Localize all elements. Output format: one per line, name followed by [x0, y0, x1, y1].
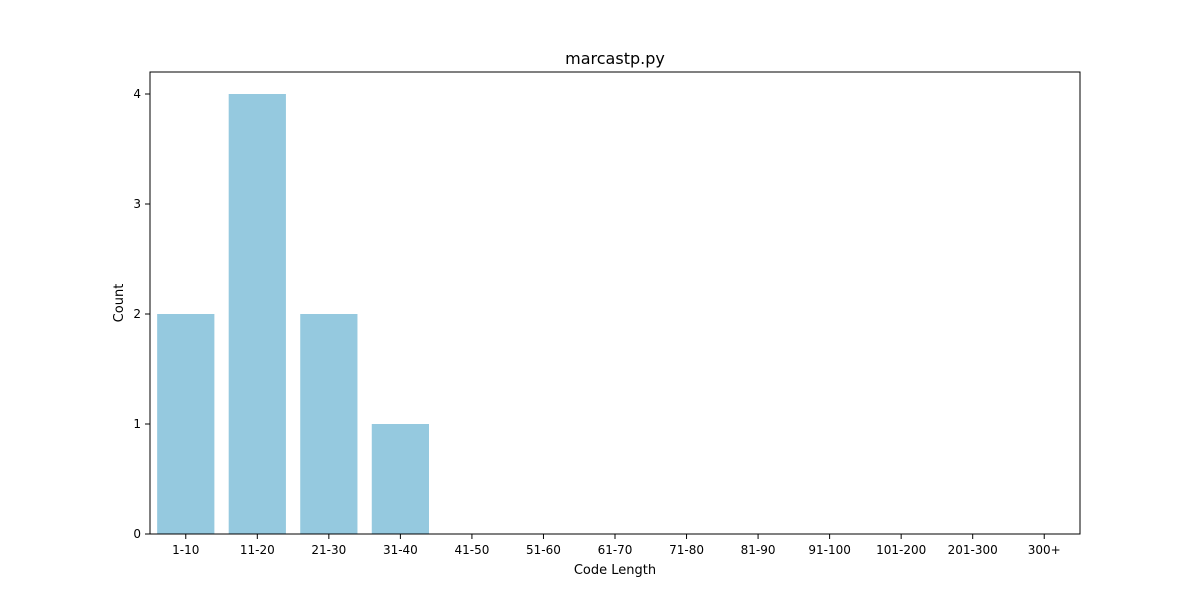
x-tick-label: 81-90 — [741, 543, 776, 557]
y-tick-label: 0 — [133, 527, 141, 541]
y-tick-label: 1 — [133, 417, 141, 431]
y-axis-ticks: 0 1 2 3 4 — [133, 87, 150, 541]
x-tick-label: 51-60 — [526, 543, 561, 557]
bar-1-10 — [157, 314, 215, 534]
bar-21-30 — [300, 314, 358, 534]
y-tick-label: 2 — [133, 307, 141, 321]
x-tick-label: 41-50 — [454, 543, 489, 557]
x-tick-label: 101-200 — [876, 543, 926, 557]
x-tick-label: 300+ — [1028, 543, 1061, 557]
y-tick-label: 4 — [133, 87, 141, 101]
chart-title: marcastp.py — [565, 49, 665, 68]
x-tick-label: 61-70 — [598, 543, 633, 557]
bars-group — [157, 94, 429, 534]
x-tick-label: 31-40 — [383, 543, 418, 557]
x-tick-label: 71-80 — [669, 543, 704, 557]
x-tick-label: 11-20 — [240, 543, 275, 557]
bar-11-20 — [228, 94, 286, 534]
y-axis-label: Count — [112, 284, 127, 323]
x-tick-label: 1-10 — [172, 543, 199, 557]
y-tick-label: 3 — [133, 197, 141, 211]
bar-31-40 — [371, 424, 429, 534]
x-axis-ticks: 1-10 11-20 21-30 31-40 41-50 51-60 61-70 71-80 8… — [172, 534, 1061, 557]
x-tick-label: 91-100 — [808, 543, 851, 557]
x-tick-label: 201-300 — [948, 543, 998, 557]
x-axis-label: Code Length — [574, 563, 656, 578]
plot-area-frame — [149, 71, 1081, 535]
x-tick-label: 21-30 — [311, 543, 346, 557]
